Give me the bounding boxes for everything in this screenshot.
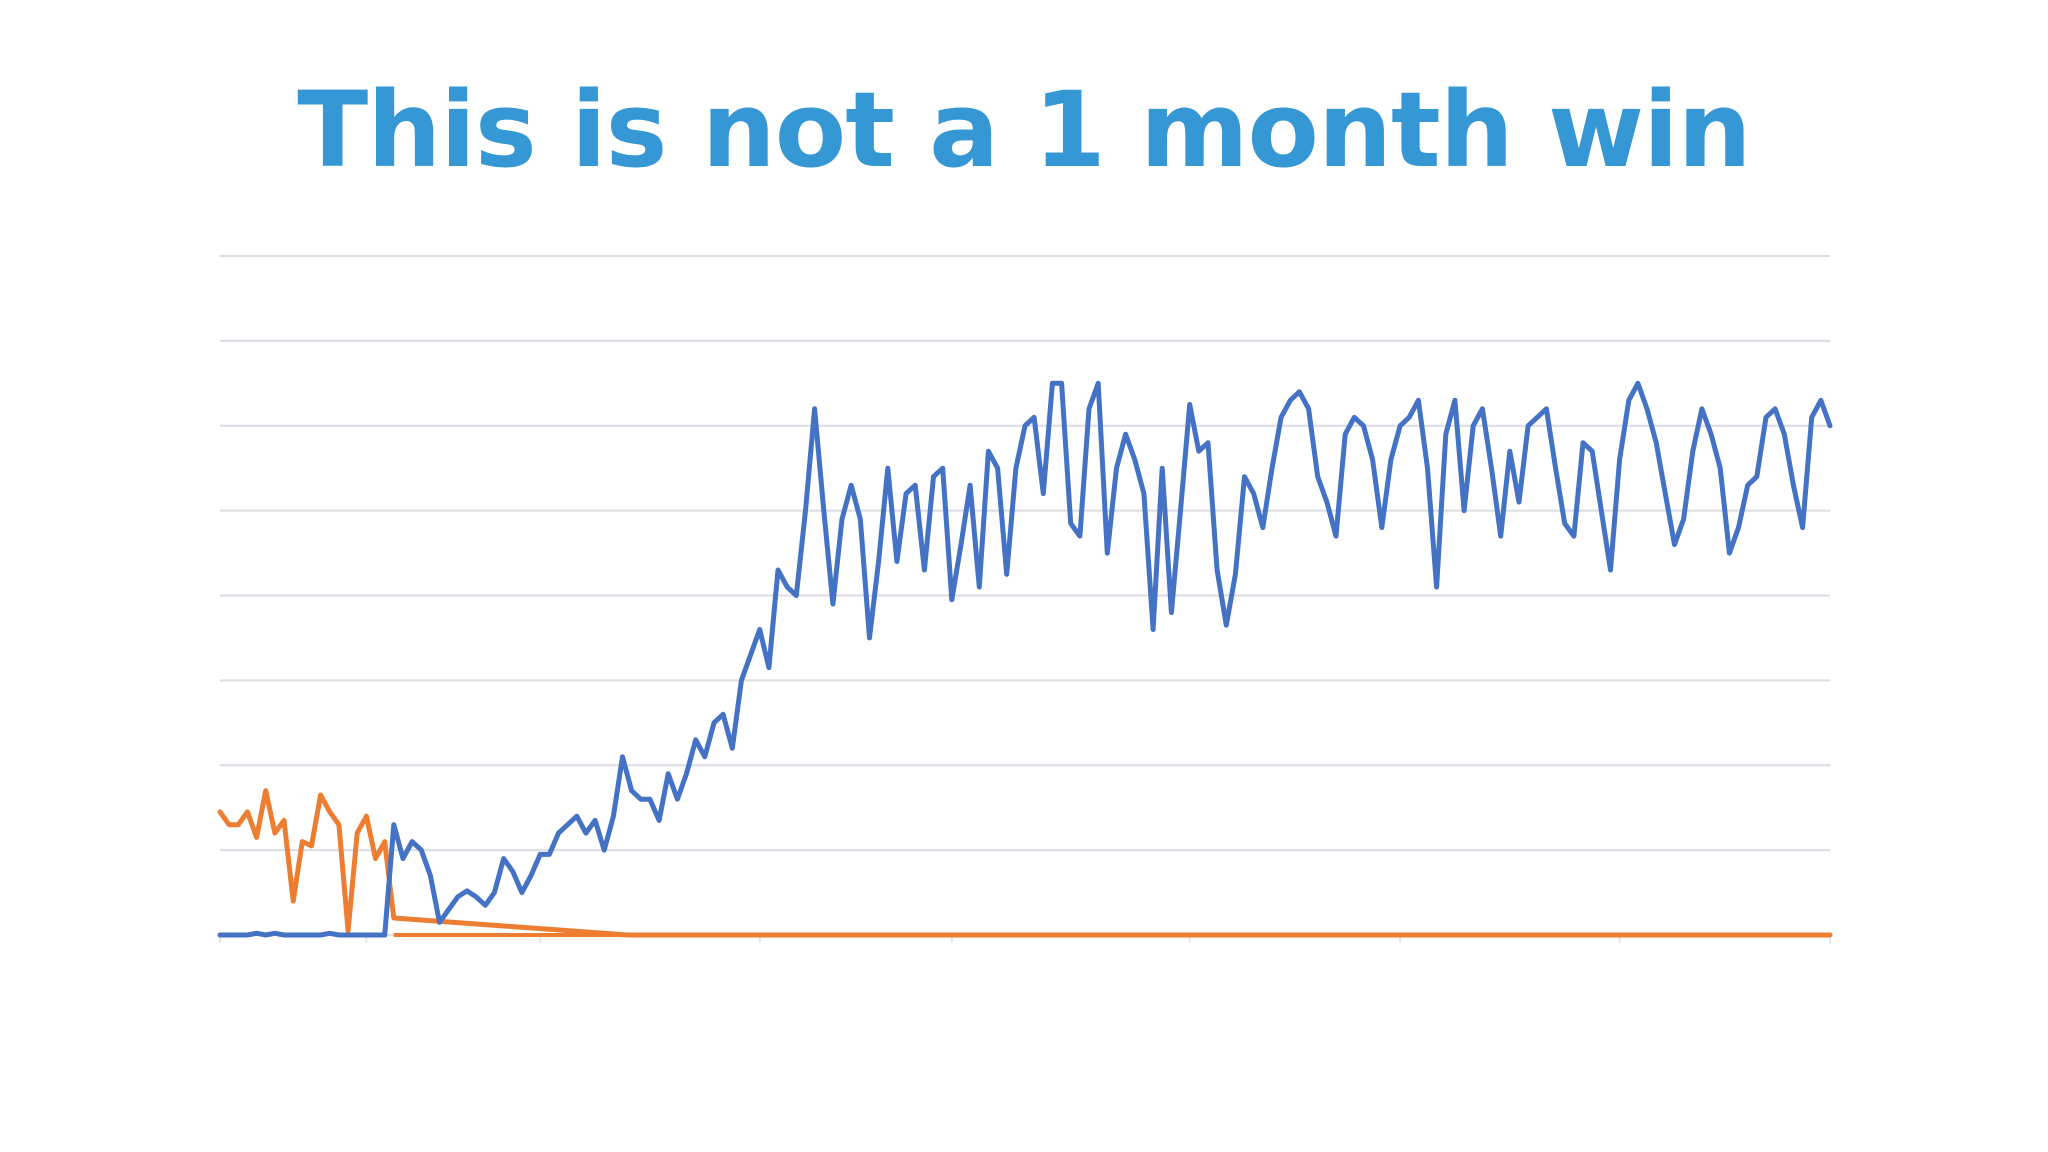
slide-title: This is not a 1 month win — [297, 69, 1751, 191]
series-line-orange — [217, 788, 1833, 938]
gridlines — [220, 255, 1830, 936]
series-line-blue — [217, 380, 1833, 938]
series-lines — [217, 380, 1833, 938]
